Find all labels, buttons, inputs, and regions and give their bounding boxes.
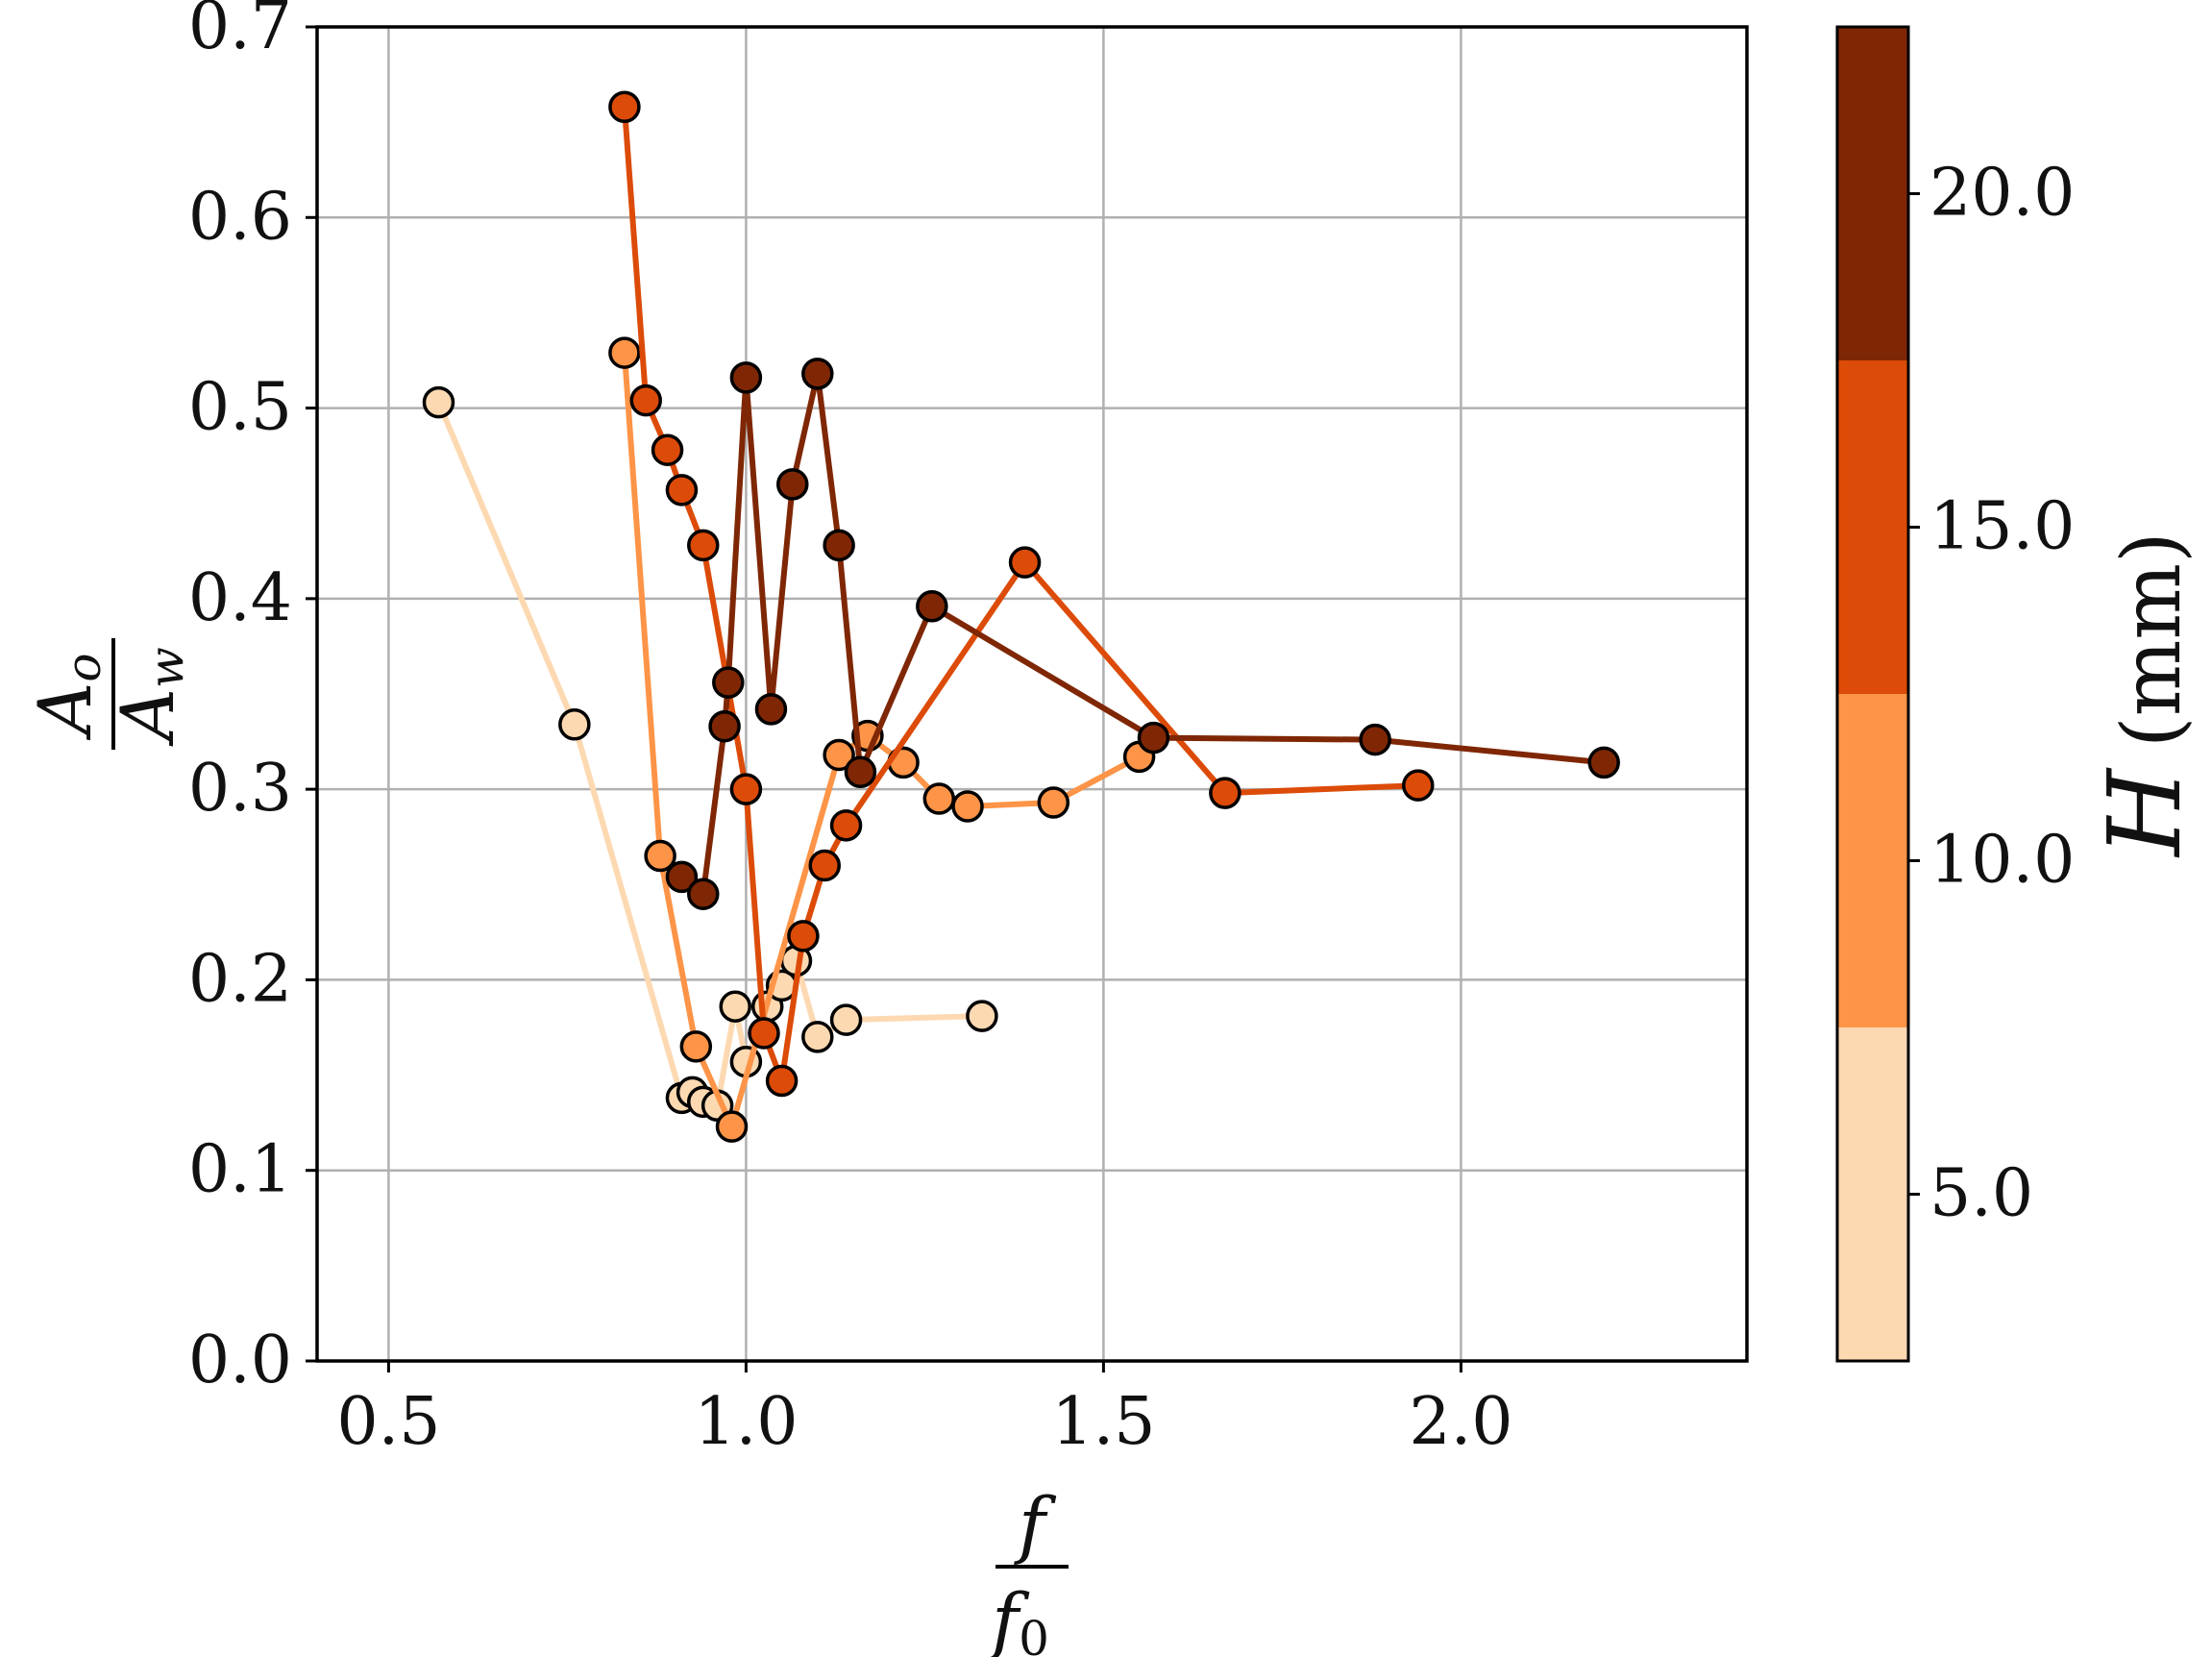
data-point bbox=[922, 782, 956, 815]
data-point bbox=[951, 790, 984, 823]
data-point bbox=[729, 773, 763, 805]
data-point bbox=[823, 738, 855, 772]
data-point bbox=[765, 1064, 799, 1098]
data-point bbox=[916, 590, 948, 623]
data-point bbox=[1008, 546, 1042, 579]
plot-series bbox=[422, 90, 1620, 1143]
y-tick-label: 0.3 bbox=[188, 751, 292, 827]
data-point bbox=[651, 433, 684, 466]
data-point bbox=[829, 809, 863, 842]
x-label-denominator: f0 bbox=[987, 1577, 1049, 1657]
y-tick-label: 0.6 bbox=[188, 179, 292, 255]
data-point bbox=[966, 1000, 998, 1032]
data-point bbox=[801, 1021, 834, 1053]
series-h1 bbox=[422, 385, 998, 1123]
plot-frame bbox=[315, 25, 1749, 1363]
data-point bbox=[708, 709, 741, 743]
colorbar-tick-label: 10.0 bbox=[1929, 823, 2075, 899]
colorbar-band bbox=[1837, 27, 1908, 360]
data-point bbox=[665, 860, 699, 894]
y-label-numerator: Ao bbox=[22, 654, 111, 741]
data-point bbox=[679, 1030, 713, 1063]
colorbar-band bbox=[1837, 694, 1908, 1027]
data-point bbox=[776, 468, 809, 501]
axis-ticks: 0.5 1.0 1.5 2.0 0.0 0.1 0.2 0.3 0.4 0.5 0.6 0.7 bbox=[188, 0, 1513, 1460]
data-point bbox=[644, 839, 676, 873]
data-point bbox=[1587, 746, 1620, 779]
y-tick-label: 0.7 bbox=[188, 0, 292, 64]
data-point bbox=[629, 383, 662, 417]
data-point bbox=[608, 90, 641, 124]
data-point bbox=[1037, 786, 1070, 819]
data-point bbox=[687, 878, 720, 910]
colorbar: 5.0 10.0 15.0 20.0 bbox=[1835, 25, 2075, 1363]
data-point bbox=[729, 361, 763, 394]
data-point bbox=[808, 849, 841, 882]
colorbar-label-text: H(mm) bbox=[2086, 532, 2203, 858]
colorbar-tick-label: 20.0 bbox=[1929, 156, 2075, 232]
colorbar-band bbox=[1837, 1027, 1908, 1361]
y-label-denominator: Aw bbox=[105, 647, 194, 747]
data-point bbox=[719, 990, 751, 1023]
grid bbox=[317, 25, 1747, 1363]
colorbar-tick-label: 15.0 bbox=[1929, 489, 2075, 565]
colorbar-tick-label: 5.0 bbox=[1929, 1156, 2033, 1232]
data-point bbox=[558, 707, 591, 741]
y-axis-label: Ao Aw bbox=[22, 638, 194, 750]
x-axis-label: f f0 bbox=[987, 1481, 1069, 1657]
data-point bbox=[844, 755, 877, 789]
data-point bbox=[1402, 769, 1435, 802]
x-label-numerator: f bbox=[1014, 1481, 1057, 1567]
x-tick-label: 0.5 bbox=[336, 1384, 440, 1460]
y-tick-label: 0.1 bbox=[188, 1132, 292, 1208]
data-point bbox=[829, 1003, 863, 1036]
data-point bbox=[754, 693, 788, 726]
data-point bbox=[1137, 721, 1170, 754]
data-point bbox=[823, 529, 855, 562]
data-point bbox=[712, 666, 745, 699]
data-point bbox=[748, 1017, 780, 1050]
data-point bbox=[715, 1110, 749, 1143]
x-tick-label: 2.0 bbox=[1409, 1384, 1512, 1460]
data-point bbox=[787, 920, 820, 952]
data-point bbox=[422, 385, 455, 419]
data-point bbox=[1359, 723, 1391, 756]
series-h4 bbox=[665, 358, 1620, 910]
data-point bbox=[1209, 777, 1241, 809]
colorbar-frame bbox=[1835, 25, 1910, 1363]
data-point bbox=[687, 529, 720, 562]
colorbar-label: H(mm) bbox=[2086, 532, 2203, 858]
y-tick-label: 0.0 bbox=[188, 1323, 292, 1398]
y-tick-label: 0.5 bbox=[188, 370, 292, 446]
data-point bbox=[608, 336, 641, 369]
x-tick-label: 1.0 bbox=[694, 1384, 798, 1460]
x-tick-label: 1.5 bbox=[1051, 1384, 1155, 1460]
series-h3 bbox=[608, 90, 1435, 1098]
y-tick-label: 0.4 bbox=[188, 560, 292, 636]
colorbar-band bbox=[1837, 360, 1908, 694]
data-point bbox=[665, 474, 699, 507]
series-line bbox=[621, 107, 1418, 1084]
data-point bbox=[801, 358, 834, 390]
y-tick-label: 0.2 bbox=[188, 941, 292, 1017]
